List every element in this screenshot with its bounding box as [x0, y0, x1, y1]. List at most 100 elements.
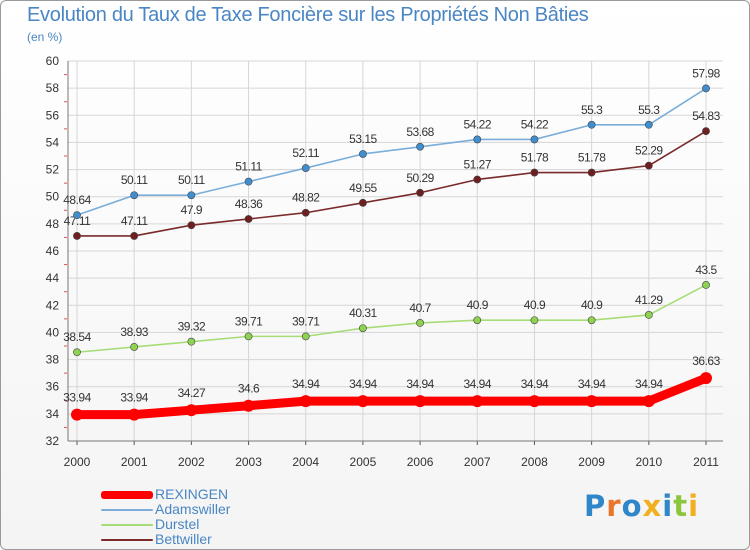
data-label: 43.5	[695, 263, 717, 277]
data-point	[71, 408, 83, 421]
data-point	[242, 399, 255, 412]
data-label: 54.22	[521, 117, 549, 131]
data-label: 54.83	[692, 109, 720, 123]
data-point	[359, 198, 367, 207]
data-point	[702, 84, 710, 93]
data-label: 51.78	[578, 151, 606, 165]
data-label: 51.78	[521, 151, 549, 165]
legend-label-bettwiller: Bettwiller	[155, 531, 212, 547]
logo-letter: i	[688, 489, 700, 523]
y-tick-label: 58	[46, 81, 60, 95]
data-point	[73, 348, 81, 357]
data-point	[416, 188, 424, 197]
data-point	[700, 372, 712, 385]
data-label: 33.94	[120, 391, 148, 405]
x-tick-label: 2002	[178, 455, 205, 469]
data-point	[130, 232, 139, 240]
data-point	[130, 343, 139, 351]
data-point	[587, 168, 596, 177]
data-label: 48.64	[63, 193, 91, 207]
data-point	[187, 221, 196, 230]
data-label: 33.94	[63, 391, 91, 405]
data-label: 39.32	[178, 320, 206, 334]
y-tick-label: 40	[46, 325, 60, 339]
x-tick-label: 2000	[64, 455, 91, 469]
x-tick-label: 2005	[350, 455, 377, 469]
data-label: 55.3	[581, 103, 603, 117]
data-point	[530, 135, 539, 144]
data-label: 48.82	[292, 191, 320, 205]
series-line	[72, 373, 711, 420]
data-label: 34.94	[464, 377, 492, 391]
x-tick-label: 2007	[464, 455, 491, 469]
data-point	[187, 337, 196, 346]
data-label: 34.27	[178, 386, 206, 400]
data-label: 57.98	[692, 66, 720, 80]
data-label: 51.11	[235, 160, 262, 174]
data-point	[530, 168, 539, 177]
logo-letter: i	[662, 489, 674, 523]
data-label: 48.36	[235, 197, 263, 211]
x-tick-label: 2004	[292, 455, 319, 469]
data-point	[185, 404, 198, 417]
proxiti-logo: Proxiti	[584, 489, 699, 523]
legend-swatch-bettwiller	[101, 538, 153, 541]
legend-item-rexingen: REXINGEN	[101, 487, 230, 502]
data-label: 40.9	[467, 298, 489, 312]
series-bettwiller: 47.11 47.11 47.9 48.36 48.82 49.55 50.29 51.27 5…	[64, 109, 721, 240]
data-label: 34.94	[521, 377, 549, 391]
data-point	[642, 395, 655, 408]
data-point	[128, 408, 141, 421]
data-point	[585, 395, 598, 408]
data-label: 52.11	[292, 146, 319, 160]
data-point	[644, 120, 653, 129]
data-point	[473, 175, 482, 184]
data-point	[587, 316, 596, 325]
logo-letter: x	[642, 489, 663, 523]
data-label: 34.94	[349, 377, 377, 391]
data-label: 55.3	[638, 103, 660, 117]
legend-item-adamswiller: Adamswiller	[101, 502, 230, 517]
data-label: 53.68	[406, 125, 434, 139]
data-label: 40.7	[409, 301, 431, 315]
legend-swatch-rexingen	[101, 490, 153, 499]
data-point	[301, 208, 310, 217]
data-label: 36.63	[692, 354, 720, 368]
data-point	[301, 164, 310, 172]
logo-letter: r	[606, 489, 622, 523]
data-point	[702, 127, 710, 136]
data-point	[130, 191, 139, 200]
legend-label-durstel: Durstel	[155, 516, 200, 532]
data-label: 47.11	[121, 214, 148, 228]
x-tick-label: 2009	[578, 455, 605, 469]
y-tick-label: 48	[46, 217, 60, 231]
data-point	[471, 395, 484, 408]
data-point	[301, 332, 310, 341]
series-line	[76, 87, 707, 216]
grid-lines	[68, 60, 723, 442]
data-label: 50.11	[178, 173, 205, 187]
x-tick-label: 2011	[693, 455, 719, 469]
data-point	[702, 281, 710, 289]
chart-title: Evolution du Taux de Taxe Foncière sur l…	[27, 4, 589, 26]
series-layer: 38.54 38.93 39.32 39.71 39.71 40.31 40.7 40.9 40…	[63, 66, 721, 421]
data-label: 54.22	[464, 117, 492, 131]
data-point	[644, 161, 653, 170]
data-point	[244, 332, 253, 341]
data-label: 49.55	[349, 181, 377, 195]
y-tick-label: 54	[46, 135, 60, 149]
y-tick-label: 52	[46, 163, 60, 177]
data-point	[528, 395, 541, 408]
y-tick-label: 42	[46, 298, 60, 312]
data-point	[473, 316, 482, 325]
y-tick-label: 38	[46, 353, 60, 367]
series-adamswiller: 48.64 50.11 50.11 51.11 52.11 53.15 53.68 54.22…	[63, 66, 721, 220]
x-tick-label: 2006	[407, 455, 434, 469]
x-tick-label: 2003	[235, 455, 262, 469]
logo-letter: t	[673, 489, 689, 523]
legend-label-adamswiller: Adamswiller	[155, 501, 231, 517]
data-label: 53.15	[349, 132, 377, 146]
y-tick-label: 34	[46, 407, 60, 421]
